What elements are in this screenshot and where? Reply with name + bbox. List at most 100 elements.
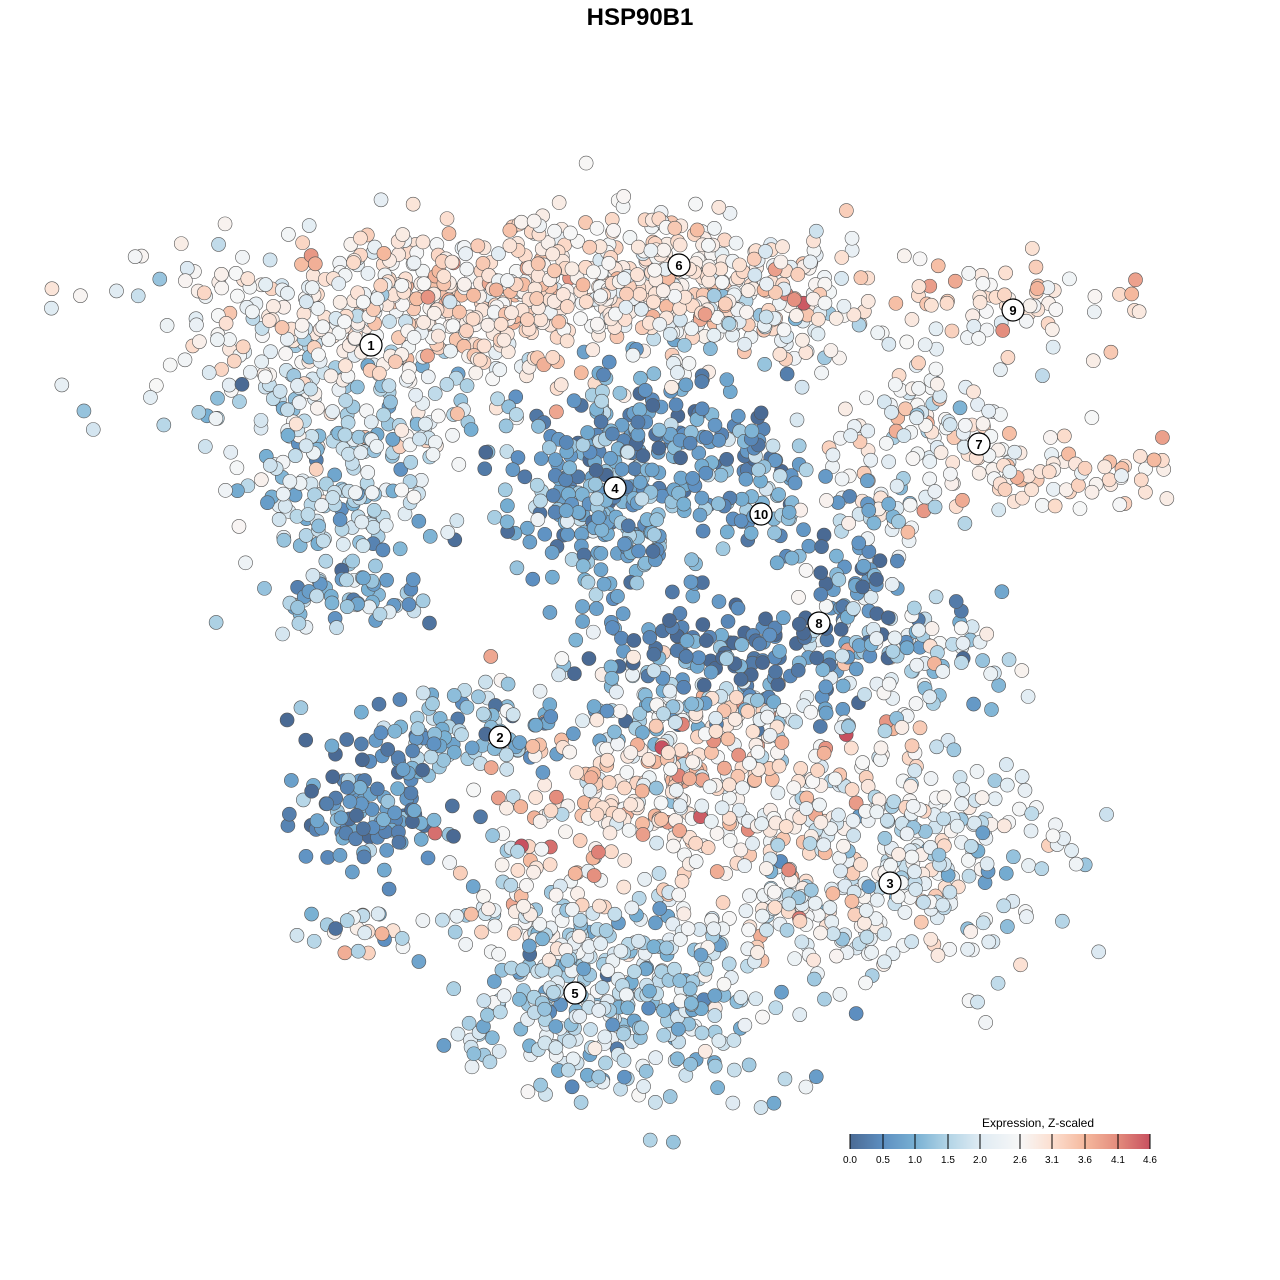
cell-point — [707, 417, 723, 433]
cell-point — [1000, 777, 1015, 793]
cell-point — [759, 922, 774, 938]
cell-point — [156, 417, 172, 433]
cell-point — [382, 314, 397, 329]
cell-point — [463, 422, 479, 437]
cell-point — [817, 295, 833, 311]
cell-point — [781, 862, 797, 878]
cell-point — [528, 790, 543, 805]
cell-point — [803, 254, 818, 270]
cell-point — [911, 279, 927, 294]
cell-point — [615, 606, 631, 622]
cell-point — [719, 372, 735, 387]
cell-point — [722, 810, 737, 826]
cell-point — [553, 997, 568, 1013]
cell-point — [529, 477, 545, 493]
cell-point — [755, 1009, 770, 1025]
cell-point — [459, 323, 474, 339]
cell-point — [513, 799, 529, 815]
cell-point — [803, 704, 819, 720]
cell-point — [543, 803, 559, 818]
cell-point — [630, 267, 645, 282]
cell-point — [708, 723, 724, 739]
cell-point — [109, 283, 124, 299]
cell-point — [593, 414, 609, 429]
cell-point — [714, 274, 730, 290]
cell-point — [298, 732, 314, 748]
cell-point — [616, 879, 632, 895]
cell-point — [822, 900, 838, 915]
cell-point — [762, 727, 778, 743]
cell-point — [663, 761, 678, 777]
cell-point — [752, 636, 767, 652]
cell-point — [696, 677, 712, 693]
cell-point — [981, 403, 996, 419]
cell-point — [533, 1077, 548, 1093]
cell-point — [791, 438, 807, 454]
cell-point — [758, 309, 774, 325]
cell-point — [672, 973, 688, 988]
cell-point — [291, 616, 307, 631]
cell-point — [974, 790, 990, 805]
cell-point — [668, 782, 684, 798]
cell-point — [642, 1132, 658, 1148]
cell-point — [702, 779, 718, 795]
cell-point — [755, 655, 770, 670]
cell-point — [325, 490, 341, 505]
cell-point — [984, 702, 999, 717]
cell-point — [768, 664, 783, 680]
cell-point — [683, 1056, 698, 1072]
cell-point — [560, 527, 575, 542]
cell-point — [947, 273, 963, 289]
cell-point — [551, 195, 567, 210]
cell-point — [853, 270, 869, 286]
cell-point — [578, 294, 594, 310]
cell-point — [904, 312, 920, 327]
cell-point — [792, 1007, 808, 1022]
cell-point — [617, 536, 632, 552]
cell-point — [304, 783, 319, 799]
cell-point — [442, 294, 458, 310]
cell-point — [975, 915, 991, 931]
cluster-label-7: 7 — [967, 432, 991, 456]
cell-point — [634, 1020, 649, 1036]
cell-point — [339, 780, 355, 795]
cell-point — [1087, 289, 1103, 304]
cell-point — [346, 255, 361, 270]
cell-point — [446, 829, 461, 844]
cell-point — [846, 828, 861, 843]
cluster-labels-layer: 1 6 9 7 4 10 8 2 3 5 — [359, 253, 1025, 1005]
cell-point — [370, 781, 385, 797]
cell-point — [352, 780, 368, 795]
cell-point — [727, 711, 743, 727]
cell-point — [638, 1063, 654, 1079]
cell-point — [869, 631, 884, 646]
cell-point — [996, 898, 1012, 914]
cell-point — [888, 296, 904, 311]
cell-point — [368, 558, 383, 574]
cell-point — [582, 783, 598, 798]
cell-point — [1002, 464, 1018, 479]
cell-point — [758, 244, 773, 259]
cell-point — [975, 416, 991, 432]
cell-point — [1077, 460, 1093, 476]
cell-point — [654, 812, 669, 827]
legend-tick-label: 2.0 — [973, 1155, 987, 1166]
cell-point — [208, 411, 224, 426]
cell-point — [425, 447, 441, 462]
cell-point — [719, 452, 734, 467]
cell-point — [544, 545, 560, 560]
cell-point — [954, 655, 969, 670]
cell-point — [714, 800, 730, 816]
cell-point — [676, 496, 692, 512]
cell-point — [457, 277, 472, 292]
cell-point — [957, 418, 973, 433]
cell-point — [348, 485, 363, 500]
cell-point — [548, 452, 563, 467]
cell-point — [694, 401, 710, 417]
cell-point — [732, 802, 747, 818]
cell-point — [499, 800, 514, 816]
cell-point — [939, 295, 955, 311]
cell-point — [494, 857, 510, 873]
cell-point — [491, 246, 506, 261]
cell-point — [573, 1095, 589, 1110]
